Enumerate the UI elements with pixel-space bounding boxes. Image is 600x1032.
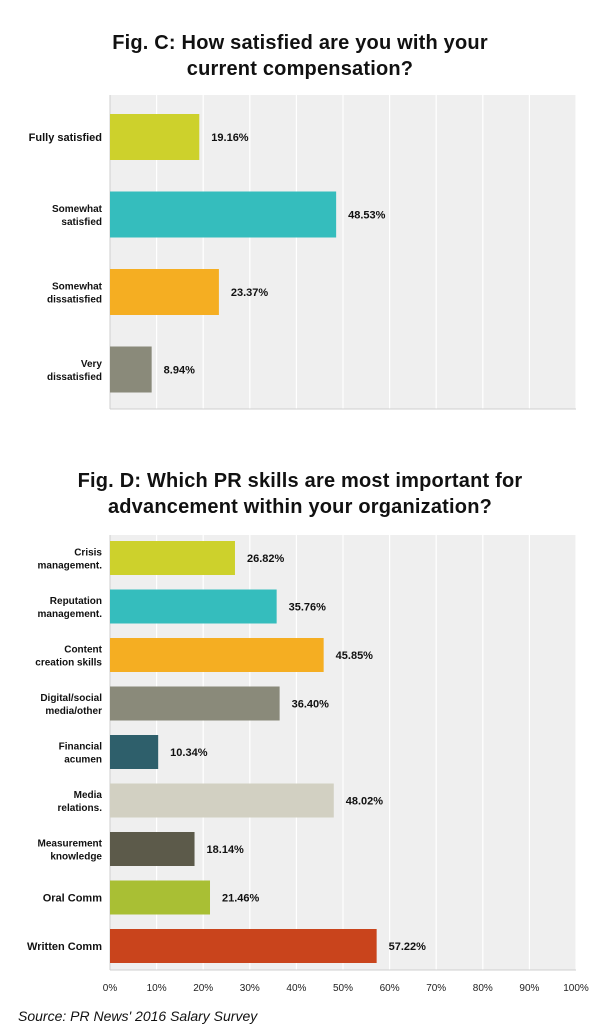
fig-c-value-label: 8.94% — [164, 365, 195, 377]
fig-c-bar — [110, 346, 152, 393]
fig-d-x-tick-label: 70% — [426, 983, 446, 994]
fig-d-category-label: Written Comm — [27, 941, 102, 953]
fig-d-bar — [110, 686, 280, 721]
fig-d-category-label: creation skills — [35, 658, 102, 669]
figure-c-title-line-1: Fig. C: How satisfied are you with your — [112, 32, 488, 54]
fig-d-x-tick-label: 0% — [103, 983, 118, 994]
fig-d-value-label: 18.14% — [207, 844, 245, 856]
fig-d-bar — [110, 929, 377, 963]
fig-d-category-label: Reputation — [50, 596, 102, 607]
fig-d-category-label: Financial — [59, 742, 103, 753]
figure-c-title: Fig. C: How satisfied are you with your … — [0, 30, 600, 82]
fig-d-category-label: relations. — [58, 803, 103, 814]
fig-d-x-tick-label: 30% — [240, 983, 260, 994]
fig-d-bar — [110, 541, 235, 575]
fig-d-category-label: Media — [74, 790, 103, 801]
pr-skills-chart: 26.82% Crisis management. 35.76% Reputation m… — [27, 535, 589, 994]
fig-d-x-tick-label: 20% — [193, 983, 213, 994]
fig-c-category-label: Somewhat — [52, 282, 103, 293]
fig-d-value-label: 35.76% — [289, 602, 327, 614]
fig-c-category-label: Very — [81, 359, 103, 370]
fig-d-value-label: 48.02% — [346, 796, 384, 808]
fig-d-x-tick-label: 50% — [333, 983, 353, 994]
fig-d-value-label: 45.85% — [336, 650, 374, 662]
fig-d-category-label: management. — [38, 561, 103, 572]
fig-d-x-tick-label: 100% — [563, 983, 589, 994]
fig-d-value-label: 10.34% — [170, 747, 208, 759]
fig-d-category-label: media/other — [45, 706, 102, 717]
fig-c-category-label: satisfied — [61, 217, 102, 228]
fig-d-category-label: acumen — [64, 755, 102, 766]
figure-d-title: Fig. D: Which PR skills are most importa… — [0, 468, 600, 520]
fig-c-value-label: 23.37% — [231, 287, 269, 299]
fig-c-category-label: dissatisfied — [47, 295, 102, 306]
fig-d-bar — [110, 880, 211, 915]
fig-d-category-label: Measurement — [38, 839, 103, 850]
fig-d-value-label: 21.46% — [222, 893, 260, 905]
fig-c-value-label: 48.53% — [348, 210, 386, 222]
fig-d-value-label: 36.40% — [292, 699, 330, 711]
fig-d-x-tick-label: 40% — [286, 983, 306, 994]
fig-d-bar — [110, 638, 324, 672]
fig-d-category-label: Content — [64, 645, 102, 656]
fig-c-value-label: 19.16% — [211, 132, 249, 144]
figure-c-title-line-2: current compensation? — [186, 58, 414, 80]
figure-d-title-line-2: advancement within your organization? — [107, 496, 493, 518]
fig-d-category-label: Crisis — [74, 548, 102, 559]
fig-d-x-tick-label: 80% — [473, 983, 493, 994]
fig-c-bar — [110, 269, 219, 315]
fig-c-category-label: Somewhat — [52, 204, 103, 215]
fig-d-category-label: Oral Comm — [43, 893, 103, 905]
fig-d-category-label: management. — [38, 609, 103, 620]
fig-d-category-label: knowledge — [50, 852, 102, 863]
fig-c-bar — [110, 191, 337, 238]
fig-d-value-label: 26.82% — [247, 553, 285, 565]
fig-d-x-tick-label: 60% — [380, 983, 400, 994]
fig-d-x-tick-label: 90% — [519, 983, 539, 994]
fig-c-bar — [110, 114, 200, 160]
fig-d-category-label: Digital/social — [40, 693, 102, 704]
fig-d-x-tick-label: 10% — [147, 983, 167, 994]
fig-d-bar — [110, 832, 195, 866]
fig-d-bar — [110, 735, 159, 769]
fig-d-bar — [110, 783, 334, 818]
compensation-satisfaction-chart: 19.16% Fully satisfied 48.53% Somewhat satis… — [29, 95, 577, 410]
fig-c-category-label: Fully satisfied — [29, 132, 102, 144]
figure-d-title-line-1: Fig. D: Which PR skills are most importa… — [77, 470, 523, 492]
fig-d-value-label: 57.22% — [389, 941, 427, 953]
source-note: Source: PR News' 2016 Salary Survey — [18, 1008, 258, 1024]
fig-d-bar — [110, 589, 277, 624]
fig-c-category-label: dissatisfied — [47, 372, 102, 383]
